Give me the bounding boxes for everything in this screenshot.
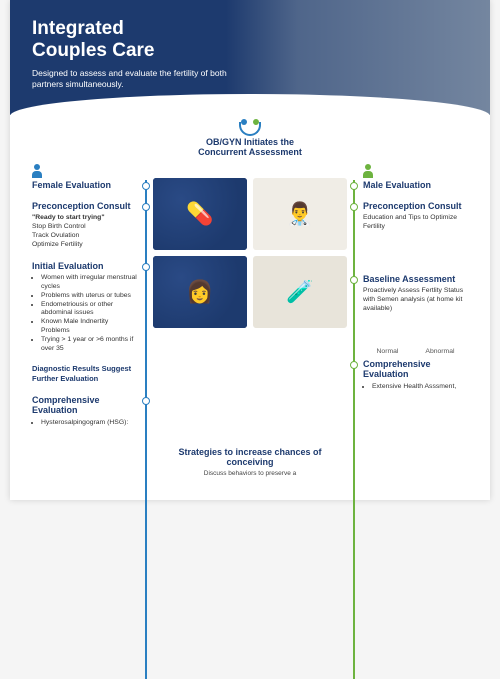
couples-logo-icon (239, 119, 261, 135)
obgyn-header: OB/GYN Initiates the Concurrent Assessme… (32, 119, 468, 158)
male-column: Male Evaluation Preconception Consult Ed… (353, 164, 468, 439)
obgyn-title: OB/GYN Initiates the Concurrent Assessme… (32, 137, 468, 158)
female-initial-title: Initial Evaluation (32, 261, 137, 271)
female-flow-line (145, 180, 147, 679)
female-comp-title: Comprehensive Evaluation (32, 395, 137, 416)
hero-title-line2: Couples Care (32, 40, 154, 61)
female-comp-list: Hysterosalpingogram (HSG): (32, 419, 137, 428)
list-item: Endometriousis or other abdominal issues (41, 301, 137, 319)
flow-grid: Female Evaluation Preconception Consult … (32, 164, 468, 479)
female-column: Female Evaluation Preconception Consult … (32, 164, 147, 439)
strategies-text: Discuss behaviors to preserve a (157, 470, 343, 478)
hero-title-line1: Integrated (32, 18, 124, 39)
male-preconception-block: Preconception Consult Education and Tips… (363, 201, 468, 232)
male-eval-title: Male Evaluation (363, 180, 468, 190)
male-baseline-title: Baseline Assessment (363, 274, 468, 284)
male-preconception-title: Preconception Consult (363, 201, 468, 211)
female-diag-block: Diagnostic Results Suggest Further Evalu… (32, 364, 137, 384)
content-area: OB/GYN Initiates the Concurrent Assessme… (10, 115, 490, 479)
male-branch-labels: Normal Abnormal (363, 348, 468, 355)
hero-banner: Integrated Couples Care Designed to asse… (10, 0, 490, 115)
uterus-icon: 👩 (186, 279, 213, 305)
doctor-icon: 👨‍⚕️ (286, 201, 313, 227)
female-pre-line: Optimize Fertility (32, 241, 137, 250)
female-preconception-title: Preconception Consult (32, 201, 137, 211)
female-pre-line: Stop Birth Control (32, 223, 137, 232)
male-comprehensive-block: Comprehensive Evaluation Extensive Healt… (363, 359, 468, 392)
male-pre-text: Education and Tips to Optimize Fertility (363, 214, 468, 232)
list-item: Hysterosalpingogram (HSG): (41, 419, 137, 428)
female-person-icon (32, 164, 42, 178)
list-item: Extensive Health Asssment, (372, 383, 468, 392)
tile-uterus: 👩 (153, 256, 247, 328)
female-diag-text: Diagnostic Results Suggest Further Evalu… (32, 364, 137, 384)
female-comprehensive-block: Comprehensive Evaluation Hysterosalpingo… (32, 395, 137, 428)
male-baseline-block: Baseline Assessment Proactively Assess F… (363, 274, 468, 314)
infographic-page: Integrated Couples Care Designed to asse… (10, 0, 490, 500)
male-flow-line (353, 180, 355, 679)
strategies-block: Strategies to increase chances of concei… (153, 447, 347, 479)
male-baseline-text: Proactively Assess Fertlity Status with … (363, 287, 468, 313)
list-item: Women with irregular menstrual cycles (41, 274, 137, 292)
female-header-block: Female Evaluation (32, 164, 137, 190)
female-initial-block: Initial Evaluation Women with irregular … (32, 261, 137, 354)
list-item: Trying > 1 year or >6 months if over 35 (41, 336, 137, 354)
male-comp-list: Extensive Health Asssment, (363, 383, 468, 392)
female-eval-title: Female Evaluation (32, 180, 137, 190)
hero-title: Integrated Couples Care (32, 18, 468, 62)
female-pre-line: Track Ovulation (32, 232, 137, 241)
tile-pills: 💊 (153, 178, 247, 250)
female-initial-list: Women with irregular menstrual cycles Pr… (32, 274, 137, 353)
bottom-row: Strategies to increase chances of concei… (32, 447, 468, 479)
female-preconception-block: Preconception Consult "Ready to start tr… (32, 201, 137, 250)
male-comp-title: Comprehensive Evaluation (363, 359, 468, 380)
abnormal-label: Abnormal (425, 348, 454, 355)
hero-curve-divider (10, 94, 490, 116)
normal-label: Normal (377, 348, 399, 355)
male-person-icon (363, 164, 373, 178)
kit-icon: 🧪 (286, 279, 313, 305)
list-item: Known Male Indnertity Problems (41, 318, 137, 336)
center-tiles: 💊 👨‍⚕️ 👩 🧪 (153, 164, 347, 439)
male-header-block: Male Evaluation (363, 164, 468, 190)
female-quote: "Ready to start trying" (32, 214, 137, 223)
tile-doctor: 👨‍⚕️ (253, 178, 347, 250)
hero-subtitle: Designed to assess and evaluate the fert… (32, 68, 232, 91)
list-item: Problems with uterus or tubes (41, 292, 137, 301)
pills-icon: 💊 (186, 201, 213, 227)
tile-spermkit: 🧪 (253, 256, 347, 328)
strategies-title: Strategies to increase chances of concei… (157, 447, 343, 468)
